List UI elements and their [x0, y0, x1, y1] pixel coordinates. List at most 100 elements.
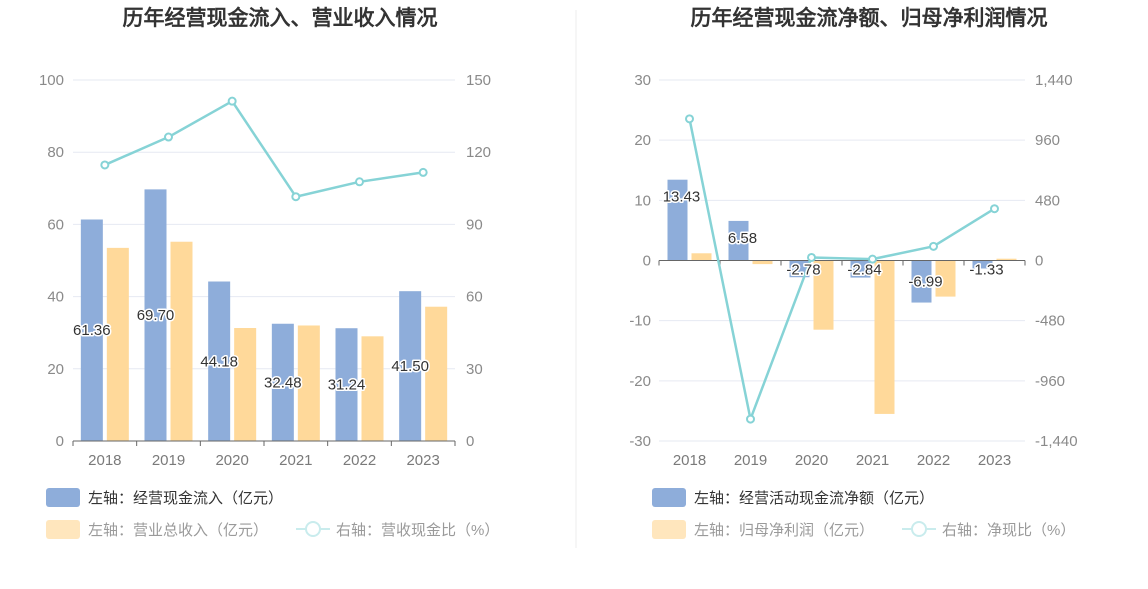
bar-secondary-2020[interactable] — [234, 328, 257, 441]
x-axis-tick-label: 2020 — [795, 452, 828, 469]
x-axis-tick-label: 2023 — [406, 452, 439, 469]
ratio-point-2023[interactable] — [990, 204, 999, 214]
left-axis-tick-label: 80 — [47, 144, 64, 161]
x-axis-tick-label: 2018 — [673, 452, 706, 469]
right-axis-tick-label: 90 — [466, 216, 483, 233]
x-axis-tick-label: 2019 — [734, 452, 767, 469]
chart2-legend-label-net-profit: 左轴：归母净利润（亿元） — [694, 522, 874, 539]
data-label-2018: 61.36 — [73, 322, 111, 339]
right-axis-tick-label: 480 — [1035, 192, 1060, 209]
chart2-legend-marker-ratio — [911, 521, 927, 537]
chart2-legend-label-ratio: 右轴：净现比（%） — [942, 522, 1075, 539]
right-axis-tick-label: 60 — [466, 289, 483, 306]
bar-secondary-2019[interactable] — [170, 241, 193, 441]
chart2-right-axis-ticks: -1,440 -960 -480 0 480 960 1,440 — [1035, 72, 1078, 450]
data-label-2023: 41.50 — [391, 358, 429, 375]
ratio-point-2018[interactable] — [685, 114, 694, 124]
bar-primary-2019[interactable] — [144, 189, 167, 441]
chart1-line-series — [100, 96, 428, 202]
bar-primary-2021[interactable] — [271, 323, 294, 441]
bar-primary-2019[interactable] — [728, 220, 749, 261]
bar-primary-2022[interactable] — [911, 260, 932, 303]
chart2-legend-swatch-net-profit — [652, 520, 686, 539]
chart2-legend: 左轴：经营活动现金流净额（亿元） 左轴：归母净利润（亿元） 右轴：净现比（%） — [652, 488, 1075, 539]
chart1-x-axis — [72, 440, 456, 446]
ratio-line — [688, 118, 996, 421]
bar-secondary-2022[interactable] — [361, 336, 384, 441]
bar-primary-2023[interactable] — [972, 260, 993, 269]
bar-primary-2021[interactable] — [850, 260, 871, 278]
chart2-bars — [667, 179, 1017, 414]
chart1-title: 历年经营现金流入、营业收入情况 — [123, 6, 438, 30]
ratio-point-2020[interactable] — [807, 252, 816, 262]
bar-secondary-2023[interactable] — [425, 306, 448, 441]
data-label-2019: 69.70 — [137, 307, 175, 324]
chart2-title: 历年经营现金流净额、归母净利润情况 — [691, 6, 1048, 30]
ratio-point-2021[interactable] — [291, 192, 301, 202]
bar-secondary-2022[interactable] — [935, 260, 956, 297]
chart1-legend-item-ratio[interactable]: 右轴：营收现金比（%） — [296, 521, 499, 539]
chart2-legend-item-ratio[interactable]: 右轴：净现比（%） — [902, 521, 1075, 539]
chart2-legend-swatch-net-cash — [652, 488, 686, 507]
ratio-point-2020[interactable] — [227, 96, 237, 106]
bar-primary-2023[interactable] — [399, 291, 422, 441]
chart1-legend-swatch-revenue — [46, 520, 80, 539]
x-axis-tick-label: 2022 — [917, 452, 950, 469]
chart1-legend-label-cash-inflow: 左轴：经营现金流入（亿元） — [88, 490, 283, 507]
bar-primary-2020[interactable] — [208, 281, 231, 441]
right-axis-tick-label: 150 — [466, 72, 491, 89]
left-axis-tick-label: 60 — [47, 216, 64, 233]
bar-secondary-2020[interactable] — [813, 260, 834, 330]
chart-net-cash-profit: 历年经营现金流净额、归母净利润情况 -30 -20 -10 0 10 20 30 -1,44… — [629, 6, 1078, 539]
chart2-legend-item-net-profit[interactable]: 左轴：归母净利润（亿元） — [652, 520, 874, 539]
x-axis-tick-label: 2022 — [343, 452, 376, 469]
bar-secondary-2018[interactable] — [106, 247, 129, 441]
ratio-point-2019[interactable] — [164, 132, 173, 142]
ratio-point-2022[interactable] — [355, 177, 364, 187]
chart-cash-inflow-revenue: 历年经营现金流入、营业收入情况 0 20 40 60 80 100 0 30 60 90 120 1… — [39, 6, 499, 539]
chart1-x-axis-ticks: 2018 2019 2020 2021 2022 2023 — [88, 452, 440, 469]
x-axis-tick-label: 2021 — [279, 452, 312, 469]
chart1-legend-item-cash-inflow[interactable]: 左轴：经营现金流入（亿元） — [46, 488, 283, 507]
ratio-point-2022[interactable] — [929, 241, 938, 251]
chart2-data-labels: 13.43 6.58 -2.78 -2.84 -6.99 -1.33 — [661, 187, 1005, 292]
left-axis-tick-label: 0 — [56, 433, 64, 450]
data-label-2020: 44.18 — [200, 353, 238, 370]
right-axis-tick-label: 0 — [1035, 253, 1043, 270]
bar-secondary-2023[interactable] — [996, 258, 1017, 261]
left-axis-tick-label: 100 — [39, 72, 64, 89]
bar-primary-2018[interactable] — [80, 219, 103, 441]
bar-secondary-2018[interactable] — [691, 253, 712, 261]
chart1-left-axis-ticks: 0 20 40 60 80 100 — [39, 72, 64, 450]
ratio-point-2019[interactable] — [746, 414, 755, 424]
chart1-legend-marker-ratio — [305, 521, 321, 537]
right-axis-tick-label: 960 — [1035, 132, 1060, 149]
left-axis-tick-label: 20 — [634, 132, 651, 149]
data-label-2023: -1.33 — [969, 262, 1003, 279]
bar-secondary-2019[interactable] — [752, 260, 773, 265]
right-axis-tick-label: 0 — [466, 433, 474, 450]
ratio-point-2021[interactable] — [868, 254, 877, 264]
data-label-2021: 32.48 — [264, 374, 302, 391]
left-axis-tick-label: 0 — [643, 253, 651, 270]
data-label-2022: -6.99 — [908, 274, 942, 291]
x-axis-tick-label: 2020 — [215, 452, 248, 469]
x-axis-tick-label: 2018 — [88, 452, 121, 469]
chart2-left-axis-ticks: -30 -20 -10 0 10 20 30 — [629, 72, 651, 450]
chart1-legend: 左轴：经营现金流入（亿元） 左轴：营业总收入（亿元） 右轴：营收现金比（%） — [46, 488, 499, 539]
bar-primary-2018[interactable] — [667, 179, 688, 261]
ratio-point-2023[interactable] — [418, 167, 428, 177]
chart2-legend-item-net-cash[interactable]: 左轴：经营活动现金流净额（亿元） — [652, 488, 934, 507]
chart1-legend-item-revenue[interactable]: 左轴：营业总收入（亿元） — [46, 520, 268, 539]
left-axis-tick-label: -20 — [629, 373, 651, 390]
right-axis-tick-label: 30 — [466, 361, 483, 378]
bar-secondary-2021[interactable] — [874, 260, 895, 414]
data-label-2018: 13.43 — [663, 189, 701, 206]
ratio-point-2018[interactable] — [100, 160, 110, 170]
bar-secondary-2021[interactable] — [297, 325, 320, 441]
data-label-2020: -2.78 — [786, 262, 820, 279]
left-axis-tick-label: 20 — [47, 361, 64, 378]
right-axis-tick-label: -480 — [1035, 313, 1065, 330]
bar-primary-2022[interactable] — [335, 328, 358, 441]
right-axis-tick-label: -1,440 — [1035, 433, 1078, 450]
